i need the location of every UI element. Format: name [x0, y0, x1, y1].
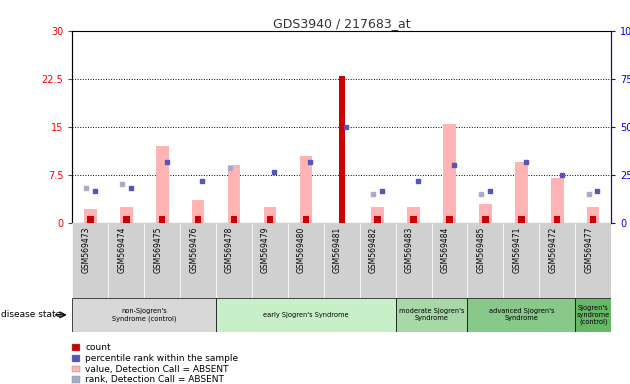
Bar: [180, 223, 216, 298]
Text: GSM569474: GSM569474: [117, 227, 126, 273]
Text: GSM569479: GSM569479: [261, 227, 270, 273]
Text: count: count: [85, 343, 111, 352]
Text: GSM569471: GSM569471: [512, 227, 521, 273]
Text: GSM569480: GSM569480: [297, 227, 306, 273]
Bar: [84, 209, 96, 223]
Bar: [587, 207, 599, 223]
Bar: [518, 216, 525, 223]
Text: GSM569482: GSM569482: [369, 227, 377, 273]
Bar: [87, 216, 94, 223]
Text: GSM569481: GSM569481: [333, 227, 341, 273]
Bar: [264, 207, 276, 223]
Bar: [302, 216, 309, 223]
Bar: [324, 223, 360, 298]
Bar: [338, 76, 345, 223]
Bar: [360, 223, 396, 298]
Bar: [231, 216, 238, 223]
Bar: [156, 146, 168, 223]
Bar: [575, 298, 611, 332]
Bar: [72, 298, 216, 332]
Bar: [396, 298, 467, 332]
Bar: [479, 204, 491, 223]
Text: GSM569478: GSM569478: [225, 227, 234, 273]
Text: moderate Sjogren's
Syndrome: moderate Sjogren's Syndrome: [399, 308, 464, 321]
Text: GSM569473: GSM569473: [81, 227, 91, 273]
Bar: [444, 124, 455, 223]
Bar: [467, 298, 575, 332]
Bar: [408, 207, 420, 223]
Text: disease state: disease state: [1, 310, 62, 319]
Bar: [467, 223, 503, 298]
Text: value, Detection Call = ABSENT: value, Detection Call = ABSENT: [85, 364, 229, 374]
Bar: [192, 200, 204, 223]
Bar: [228, 165, 240, 223]
Bar: [123, 216, 130, 223]
Bar: [554, 216, 561, 223]
Bar: [216, 223, 252, 298]
Bar: [575, 223, 611, 298]
Bar: [503, 223, 539, 298]
Bar: [72, 223, 108, 298]
Text: GSM569475: GSM569475: [153, 227, 163, 273]
Bar: [432, 223, 467, 298]
Bar: [252, 223, 288, 298]
Bar: [551, 178, 563, 223]
Text: advanced Sjogren's
Syndrome: advanced Sjogren's Syndrome: [489, 308, 554, 321]
Title: GDS3940 / 217683_at: GDS3940 / 217683_at: [273, 17, 411, 30]
Text: Sjogren's
syndrome
(control): Sjogren's syndrome (control): [576, 305, 610, 325]
Text: GSM569472: GSM569472: [548, 227, 557, 273]
Text: GSM569485: GSM569485: [476, 227, 485, 273]
Bar: [396, 223, 432, 298]
Bar: [372, 207, 384, 223]
Text: GSM569476: GSM569476: [189, 227, 198, 273]
Bar: [266, 216, 273, 223]
Text: percentile rank within the sample: percentile rank within the sample: [85, 354, 238, 363]
Bar: [144, 223, 180, 298]
Bar: [120, 207, 132, 223]
Text: GSM569483: GSM569483: [404, 227, 413, 273]
Bar: [590, 216, 597, 223]
Bar: [216, 298, 396, 332]
Bar: [410, 216, 417, 223]
Bar: [515, 162, 527, 223]
Bar: [159, 216, 166, 223]
Bar: [482, 216, 489, 223]
Bar: [195, 216, 202, 223]
Bar: [539, 223, 575, 298]
Text: GSM569484: GSM569484: [440, 227, 450, 273]
Bar: [108, 223, 144, 298]
Bar: [446, 216, 453, 223]
Bar: [374, 216, 381, 223]
Bar: [300, 156, 312, 223]
Text: rank, Detection Call = ABSENT: rank, Detection Call = ABSENT: [85, 375, 224, 384]
Text: GSM569477: GSM569477: [584, 227, 593, 273]
Bar: [288, 223, 324, 298]
Text: non-Sjogren's
Syndrome (control): non-Sjogren's Syndrome (control): [112, 308, 176, 322]
Text: early Sjogren's Syndrome: early Sjogren's Syndrome: [263, 312, 348, 318]
